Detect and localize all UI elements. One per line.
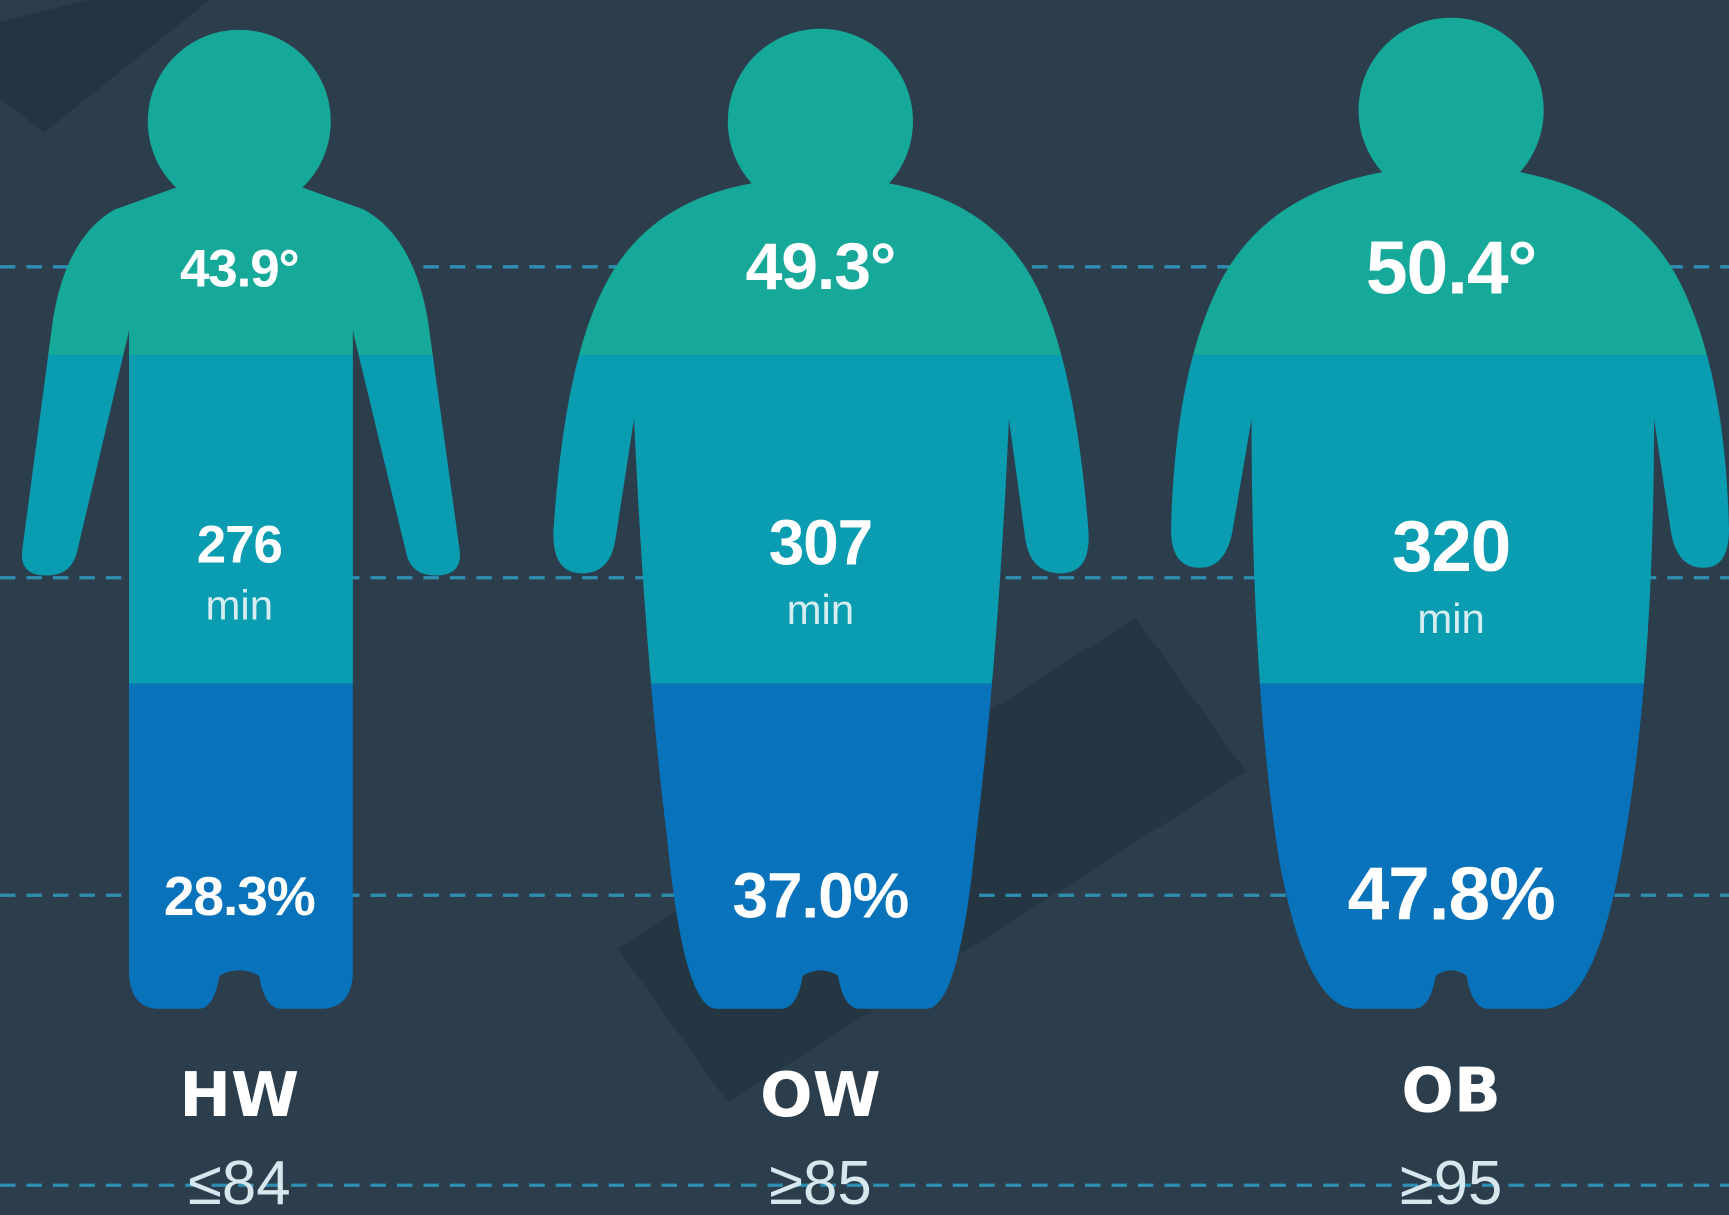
infographic: 43.9° 276 min 28.3% HW ≤84 49.3° 307 min… xyxy=(0,0,1729,1215)
threshold: ≥95 xyxy=(1400,1149,1503,1215)
threshold: ≤84 xyxy=(188,1149,291,1215)
percent: 47.8% xyxy=(1348,852,1555,936)
percent: 28.3% xyxy=(164,865,315,927)
group-label: OW xyxy=(760,1059,881,1131)
minutes-unit: min xyxy=(206,582,273,629)
minutes: 276 xyxy=(197,515,282,574)
angle: 50.4° xyxy=(1366,225,1536,309)
angle: 49.3° xyxy=(746,230,896,304)
group-label: OB xyxy=(1401,1054,1501,1126)
minutes: 307 xyxy=(769,507,872,579)
threshold: ≥85 xyxy=(769,1149,872,1215)
minutes: 320 xyxy=(1392,506,1510,587)
angle: 43.9° xyxy=(180,240,299,299)
minutes-unit: min xyxy=(787,586,854,633)
percent: 37.0% xyxy=(732,859,908,931)
group-label: HW xyxy=(179,1059,299,1131)
minutes-unit: min xyxy=(1417,595,1484,642)
